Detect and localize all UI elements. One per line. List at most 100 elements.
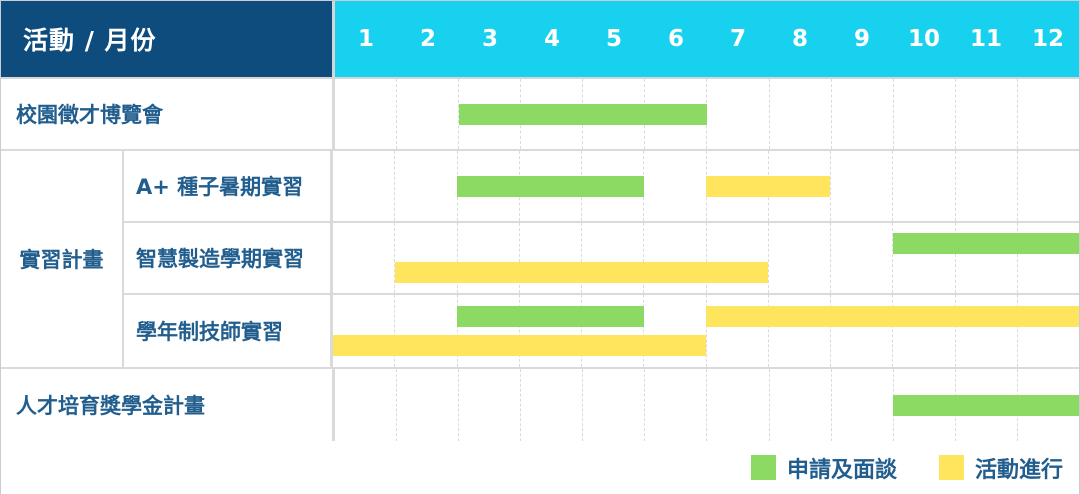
grid-cell bbox=[832, 79, 894, 149]
legend-label-ongoing: 活動進行 bbox=[974, 457, 1063, 483]
bar-lanes bbox=[333, 151, 1079, 221]
activity-row: 人才培育獎學金計畫 bbox=[1, 369, 1079, 441]
month-cell-8: 8 bbox=[791, 26, 808, 52]
grid-cell bbox=[458, 223, 520, 293]
group-section: 實習計畫 A+ 種子暑期實習 智慧製造學期實習 學年制技師實習 bbox=[1, 151, 1079, 369]
grid-cell bbox=[333, 223, 396, 293]
sub-activity-row: 學年制技師實習 bbox=[124, 295, 1079, 367]
grid-cell bbox=[956, 151, 1018, 221]
month-cell-1: 1 bbox=[357, 26, 374, 52]
bar-lane bbox=[333, 233, 1079, 254]
grid-cell bbox=[770, 79, 832, 149]
grid-cell bbox=[956, 295, 1018, 367]
legend-swatch-ongoing bbox=[938, 455, 964, 480]
month-cell-2: 2 bbox=[419, 26, 436, 52]
row-chart-area bbox=[333, 223, 1079, 293]
grid-cell bbox=[520, 223, 582, 293]
grid-cell bbox=[894, 79, 956, 149]
grid-cell bbox=[397, 369, 460, 441]
grid-cell bbox=[956, 79, 1018, 149]
grid-cell bbox=[458, 295, 520, 367]
legend-label-apply: 申請及面談 bbox=[786, 457, 897, 483]
gantt-bar-apply bbox=[893, 394, 1079, 416]
grid-cell bbox=[459, 369, 522, 441]
month-gridlines bbox=[333, 295, 1079, 367]
month-cell-9: 9 bbox=[853, 26, 870, 52]
month-cell-12: 12 bbox=[1031, 26, 1064, 52]
bar-lanes bbox=[335, 79, 1079, 149]
bar-lane bbox=[335, 394, 1079, 416]
legend-item-ongoing: 活動進行 bbox=[938, 452, 1063, 484]
bar-lane bbox=[333, 335, 1079, 356]
grid-cell bbox=[769, 151, 831, 221]
grid-cell bbox=[644, 223, 707, 293]
gantt-bar-ongoing bbox=[706, 306, 1079, 327]
month-cell-5: 5 bbox=[605, 26, 622, 52]
gantt-bar-apply bbox=[457, 306, 644, 327]
gantt-bar-ongoing bbox=[395, 262, 769, 283]
grid-cell bbox=[893, 223, 956, 293]
month-cell-11: 11 bbox=[969, 26, 1002, 52]
gantt-body: 校園徵才博覽會 實習計畫 A+ 種子暑期實習 智慧製造學期實習 學年制技師實習 人才培育獎… bbox=[1, 79, 1079, 441]
bar-lane bbox=[333, 175, 1079, 197]
month-cell-4: 4 bbox=[543, 26, 560, 52]
grid-cell bbox=[521, 369, 584, 441]
grid-cell bbox=[707, 223, 769, 293]
corner-header: 活動 / 月份 bbox=[1, 1, 335, 77]
grid-cell bbox=[956, 223, 1018, 293]
grid-cell bbox=[644, 295, 707, 367]
grid-cell bbox=[395, 223, 458, 293]
grid-cell bbox=[397, 79, 460, 149]
activity-label: 校園徵才博覽會 bbox=[1, 79, 335, 149]
bar-lane bbox=[335, 103, 1079, 125]
row-chart-area bbox=[335, 79, 1079, 149]
grid-cell bbox=[644, 151, 707, 221]
grid-cell bbox=[893, 295, 956, 367]
bar-lanes bbox=[333, 295, 1079, 367]
gantt-bar-ongoing bbox=[333, 335, 706, 356]
grid-cell bbox=[395, 151, 458, 221]
header-row: 活動 / 月份 1 2 3 4 5 6 7 8 9 10 11 12 bbox=[1, 1, 1079, 79]
row-chart-area bbox=[333, 151, 1079, 221]
bar-lane bbox=[333, 306, 1079, 327]
row-chart-area bbox=[333, 295, 1079, 367]
row-chart-area bbox=[335, 369, 1079, 441]
grid-cell bbox=[520, 295, 582, 367]
grid-cell bbox=[707, 295, 769, 367]
grid-cell bbox=[582, 295, 645, 367]
group-rows: A+ 種子暑期實習 智慧製造學期實習 學年制技師實習 bbox=[124, 151, 1079, 367]
month-gridlines bbox=[333, 223, 1079, 293]
month-header-strip: 1 2 3 4 5 6 7 8 9 10 11 12 bbox=[335, 1, 1079, 77]
grid-cell bbox=[582, 223, 645, 293]
grid-cell bbox=[893, 151, 956, 221]
sub-activity-label: A+ 種子暑期實習 bbox=[124, 151, 333, 221]
bar-lanes bbox=[335, 369, 1079, 441]
legend: 申請及面談 活動進行 bbox=[1, 441, 1079, 494]
month-cell-6: 6 bbox=[667, 26, 684, 52]
activity-row: 校園徵才博覽會 bbox=[1, 79, 1079, 151]
legend-item-apply: 申請及面談 bbox=[750, 452, 897, 484]
gantt-bar-apply bbox=[459, 103, 707, 125]
gantt-bar-apply bbox=[457, 175, 644, 197]
legend-swatch-apply bbox=[750, 455, 776, 480]
grid-cell bbox=[335, 79, 398, 149]
bar-lanes bbox=[333, 223, 1079, 293]
month-cell-10: 10 bbox=[907, 26, 940, 52]
grid-cell bbox=[769, 223, 831, 293]
grid-cell bbox=[831, 151, 894, 221]
group-label: 實習計畫 bbox=[1, 151, 124, 367]
activity-label: 人才培育獎學金計畫 bbox=[1, 369, 335, 441]
grid-cell bbox=[335, 369, 398, 441]
grid-cell bbox=[395, 295, 458, 367]
month-cell-3: 3 bbox=[481, 26, 498, 52]
gantt-bar-ongoing bbox=[706, 175, 831, 197]
month-cell-7: 7 bbox=[729, 26, 746, 52]
grid-cell bbox=[831, 223, 894, 293]
grid-cell bbox=[333, 151, 396, 221]
grid-cell bbox=[645, 369, 708, 441]
grid-cell bbox=[707, 79, 770, 149]
grid-cell bbox=[770, 369, 832, 441]
sub-activity-label: 學年制技師實習 bbox=[124, 295, 333, 367]
